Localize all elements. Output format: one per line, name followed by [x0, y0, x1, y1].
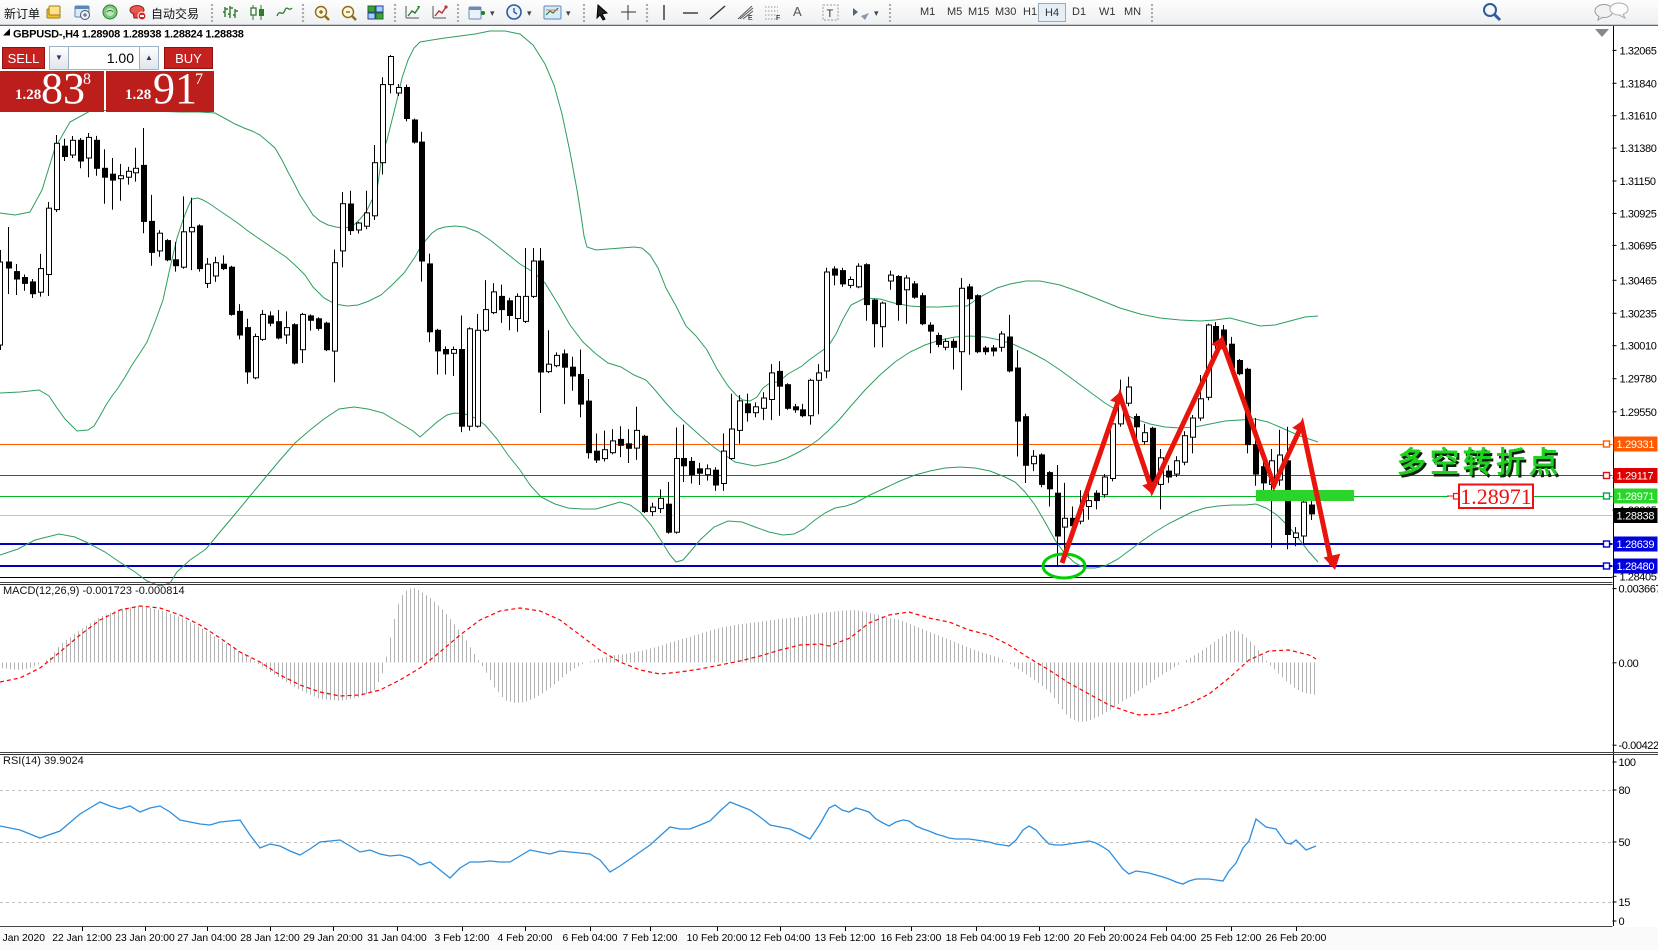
svg-text:1.30465: 1.30465 [1620, 275, 1657, 287]
svg-text:6 Feb 04:00: 6 Feb 04:00 [563, 933, 618, 944]
svg-text:-0.00422: -0.00422 [1619, 740, 1658, 752]
svg-text:12 Feb 04:00: 12 Feb 04:00 [750, 933, 811, 944]
svg-text:100: 100 [1619, 757, 1636, 769]
svg-text:13 Feb 12:00: 13 Feb 12:00 [815, 933, 876, 944]
svg-text:31 Jan 04:00: 31 Jan 04:00 [367, 933, 427, 944]
svg-text:19 Feb 12:00: 19 Feb 12:00 [1009, 933, 1070, 944]
svg-text:1.29117: 1.29117 [1617, 471, 1654, 483]
svg-text:23 Jan 20:00: 23 Jan 20:00 [115, 933, 175, 944]
svg-text:1.28639: 1.28639 [1617, 539, 1655, 551]
svg-text:20 Feb 20:00: 20 Feb 20:00 [1074, 933, 1135, 944]
svg-text:多空转折点: 多空转折点 [1399, 448, 1564, 482]
svg-text:27 Jan 04:00: 27 Jan 04:00 [177, 933, 237, 944]
svg-text:1.28480: 1.28480 [1617, 561, 1655, 573]
svg-text:1.31150: 1.31150 [1620, 176, 1656, 188]
svg-text:1.30235: 1.30235 [1620, 308, 1657, 320]
svg-text:1.32065: 1.32065 [1620, 45, 1657, 57]
svg-text:80: 80 [1619, 785, 1631, 797]
svg-text:28 Jan 12:00: 28 Jan 12:00 [240, 933, 300, 944]
svg-text:4 Feb 20:00: 4 Feb 20:00 [498, 933, 553, 944]
svg-text:22 Jan 12:00: 22 Jan 12:00 [52, 933, 112, 944]
svg-text:24 Feb 04:00: 24 Feb 04:00 [1136, 933, 1197, 944]
svg-text:0: 0 [1619, 916, 1625, 928]
svg-text:10 Feb 20:00: 10 Feb 20:00 [687, 933, 748, 944]
svg-text:多空转折点: 多空转折点 [1397, 445, 1562, 479]
svg-text:26 Feb 20:00: 26 Feb 20:00 [1266, 933, 1327, 944]
svg-text:3 Feb 12:00: 3 Feb 12:00 [435, 933, 490, 944]
svg-text:7 Feb 12:00: 7 Feb 12:00 [623, 933, 678, 944]
svg-text:E: E [748, 15, 753, 21]
svg-text:1.30925: 1.30925 [1620, 208, 1657, 220]
svg-text:1.31610: 1.31610 [1620, 111, 1657, 123]
svg-text:1.28405: 1.28405 [1620, 571, 1657, 583]
svg-text:0.003667: 0.003667 [1619, 584, 1658, 596]
svg-text:1.28971: 1.28971 [1460, 484, 1532, 509]
svg-text:1.28971: 1.28971 [1617, 491, 1655, 503]
svg-text:16 Feb 23:00: 16 Feb 23:00 [881, 933, 942, 944]
svg-text:25 Feb 12:00: 25 Feb 12:00 [1201, 933, 1262, 944]
svg-text:1.29780: 1.29780 [1620, 374, 1657, 386]
svg-text:29 Jan 20:00: 29 Jan 20:00 [303, 933, 363, 944]
svg-text:0.00: 0.00 [1619, 658, 1639, 670]
svg-text:1.28838: 1.28838 [1617, 511, 1655, 523]
svg-text:1.29550: 1.29550 [1620, 407, 1657, 419]
svg-text:18 Feb 04:00: 18 Feb 04:00 [946, 933, 1007, 944]
svg-text:T: T [827, 8, 834, 20]
svg-text:MACD(12,26,9) -0.001723 -0.000: MACD(12,26,9) -0.001723 -0.000814 [3, 585, 185, 597]
svg-text:F: F [776, 15, 780, 21]
svg-text:1.31380: 1.31380 [1620, 143, 1657, 155]
svg-text:15: 15 [1619, 897, 1631, 909]
svg-text:RSI(14) 39.9024: RSI(14) 39.9024 [3, 755, 84, 767]
svg-text:1.31840: 1.31840 [1620, 78, 1657, 90]
svg-text:1.30695: 1.30695 [1620, 240, 1657, 252]
svg-text:1 Jan 2020: 1 Jan 2020 [0, 933, 45, 944]
svg-text:50: 50 [1619, 837, 1631, 849]
svg-text:1.29331: 1.29331 [1617, 439, 1655, 451]
svg-text:1.30010: 1.30010 [1620, 341, 1657, 353]
svg-text:GBPUSD-,H4 1.28908 1.28938 1.: GBPUSD-,H4 1.28908 1.28938 1.28824 1.288… [13, 29, 244, 41]
